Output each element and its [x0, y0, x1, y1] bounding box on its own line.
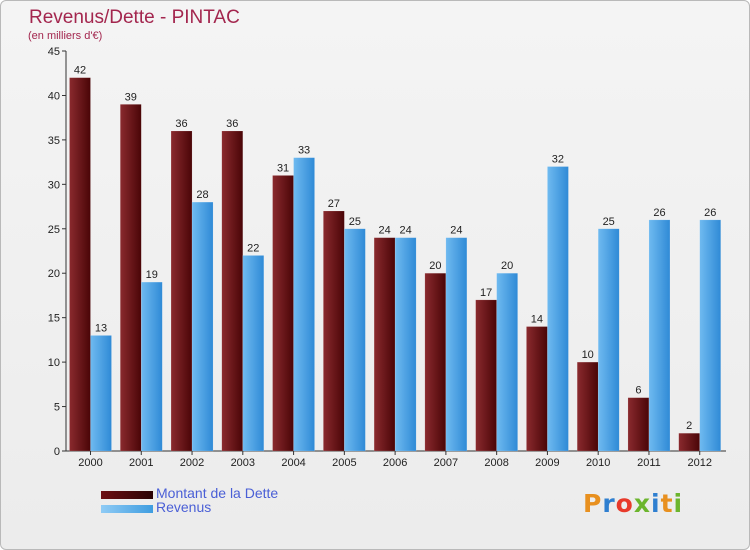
- bar-revenus: [344, 228, 366, 452]
- value-label-dette: 20: [429, 260, 441, 272]
- y-tick-label: 5: [54, 402, 60, 414]
- value-label-revenus: 26: [704, 207, 716, 219]
- value-label-dette: 10: [582, 349, 594, 361]
- value-label-dette: 39: [125, 91, 137, 103]
- proxiti-logo: Proxiti: [583, 489, 683, 518]
- y-tick-label: 10: [48, 357, 60, 369]
- value-label-revenus: 28: [196, 189, 208, 201]
- value-label-revenus: 25: [349, 216, 361, 228]
- y-tick-label: 15: [48, 313, 60, 325]
- logo-letter: r: [602, 489, 616, 518]
- value-label-dette: 6: [635, 385, 641, 397]
- legend-swatch-revenus: [101, 505, 153, 513]
- x-tick-label: 2001: [129, 457, 153, 469]
- bar-dette: [221, 130, 244, 452]
- bar-revenus: [547, 166, 569, 452]
- x-tick-label: 2000: [78, 457, 102, 469]
- bar-dette: [576, 361, 599, 452]
- value-label-revenus: 19: [146, 269, 158, 281]
- value-label-dette: 17: [480, 287, 492, 299]
- x-tick-label: 2008: [484, 457, 508, 469]
- chart-subtitle: (en milliers d'€): [28, 30, 103, 42]
- x-tick-label: 2007: [434, 457, 458, 469]
- bar-dette: [120, 104, 142, 452]
- bar-revenus: [699, 219, 721, 452]
- bar-dette: [373, 237, 396, 452]
- legend-label-revenus: Revenus: [156, 499, 212, 515]
- logo-letter: P: [583, 489, 603, 518]
- x-tick-label: 2011: [637, 457, 661, 469]
- value-label-revenus: 26: [653, 207, 665, 219]
- value-label-dette: 24: [378, 225, 390, 237]
- y-tick-label: 35: [48, 135, 60, 147]
- logo-letter: i: [651, 489, 661, 518]
- x-tick-label: 2009: [535, 457, 559, 469]
- bar-dette: [678, 432, 700, 452]
- bar-dette: [69, 77, 91, 452]
- y-tick-label: 0: [54, 446, 60, 458]
- x-tick-label: 2003: [231, 457, 255, 469]
- value-label-dette: 42: [74, 65, 86, 77]
- bar-revenus: [141, 281, 163, 452]
- value-label-revenus: 22: [247, 242, 259, 254]
- bar-revenus: [293, 157, 315, 452]
- bar-dette: [323, 210, 345, 452]
- bar-dette: [475, 299, 497, 452]
- bar-revenus: [496, 272, 518, 452]
- chart-title: Revenus/Dette - PINTAC: [29, 7, 240, 28]
- bar-dette: [170, 130, 193, 452]
- bar-revenus: [648, 219, 671, 452]
- value-label-dette: 36: [175, 118, 187, 130]
- bar-dette: [627, 397, 650, 452]
- logo-letter: o: [615, 489, 634, 518]
- x-tick-label: 2004: [281, 457, 305, 469]
- legend-label-dette: Montant de la Dette: [156, 485, 279, 501]
- y-tick-label: 25: [48, 224, 60, 236]
- bar-revenus: [90, 335, 112, 452]
- bar-revenus: [191, 201, 214, 452]
- x-tick-label: 2006: [383, 457, 407, 469]
- x-tick-label: 2005: [332, 457, 356, 469]
- bar-dette: [272, 175, 294, 452]
- bar-dette: [526, 326, 548, 452]
- y-tick-label: 45: [48, 46, 60, 58]
- logo-letter: t: [660, 489, 674, 518]
- value-label-revenus: 13: [95, 322, 107, 334]
- x-tick-label: 2002: [180, 457, 204, 469]
- value-label-revenus: 25: [603, 216, 615, 228]
- y-tick-label: 30: [48, 179, 60, 191]
- value-label-revenus: 32: [552, 154, 564, 166]
- value-label-revenus: 33: [298, 145, 310, 157]
- bar-revenus: [597, 228, 620, 452]
- value-label-dette: 27: [328, 198, 340, 210]
- bar-revenus: [445, 237, 468, 452]
- logo-letter: x: [633, 489, 651, 518]
- legend-swatch-dette: [101, 491, 153, 499]
- value-label-revenus: 24: [450, 225, 462, 237]
- value-label-dette: 2: [686, 420, 692, 432]
- y-tick-label: 40: [48, 90, 60, 102]
- value-label-revenus: 24: [399, 225, 411, 237]
- value-label-dette: 31: [277, 162, 289, 174]
- bar-revenus: [394, 237, 417, 452]
- x-tick-label: 2010: [586, 457, 610, 469]
- value-label-dette: 14: [531, 314, 543, 326]
- logo-letter: i: [673, 489, 684, 518]
- bar-revenus: [242, 255, 265, 452]
- bar-dette: [424, 272, 447, 452]
- x-tick-label: 2012: [687, 457, 711, 469]
- value-label-dette: 36: [226, 118, 238, 130]
- y-tick-label: 20: [48, 268, 60, 280]
- value-label-revenus: 20: [501, 260, 513, 272]
